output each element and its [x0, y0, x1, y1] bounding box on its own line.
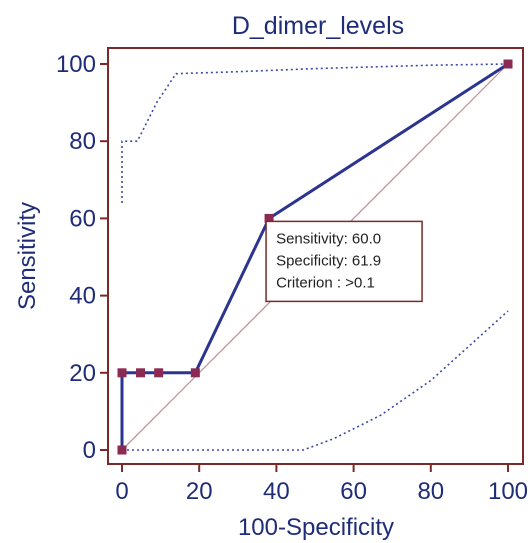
roc-point-marker [154, 368, 164, 378]
annotation-text-line: Criterion : >0.1 [276, 274, 375, 291]
y-tick-label: 60 [69, 205, 96, 232]
confidence-lower-line [122, 310, 509, 451]
roc-point-marker [136, 368, 146, 378]
y-tick-label: 0 [83, 437, 96, 464]
plot-area: 00 20 20 40 40 60 60 80 80 100 100 Sensitivity: 60.… [56, 47, 528, 505]
y-tick-label: 40 [69, 283, 96, 310]
y-axis-label: Sensitivity [14, 202, 41, 310]
roc-point-marker [117, 445, 127, 455]
roc-point-marker [264, 213, 274, 223]
y-tick-label: 100 [56, 51, 96, 78]
x-tick-label: 40 [263, 478, 290, 505]
x-tick-label: 60 [340, 478, 367, 505]
chart-title: D_dimer_levels [232, 12, 404, 40]
x-tick-label: 20 [186, 478, 213, 505]
roc-point-marker [190, 368, 200, 378]
annotation-box [265, 220, 423, 303]
annotation-text-line: Sensitivity: 60.0 [276, 230, 381, 247]
roc-point-marker [503, 59, 513, 69]
y-tick-label: 20 [69, 360, 96, 387]
plot-frame [107, 47, 524, 465]
x-tick-label: 0 [115, 478, 128, 505]
x-axis-label: 100-Specificity [238, 514, 394, 541]
confidence-upper-line [121, 63, 509, 203]
x-tick-label: 100 [488, 478, 528, 505]
x-tick-label: 80 [417, 478, 444, 505]
y-tick-label: 80 [69, 128, 96, 155]
annotation-text-line: Specificity: 61.9 [276, 252, 381, 269]
roc-point-marker [117, 368, 127, 378]
